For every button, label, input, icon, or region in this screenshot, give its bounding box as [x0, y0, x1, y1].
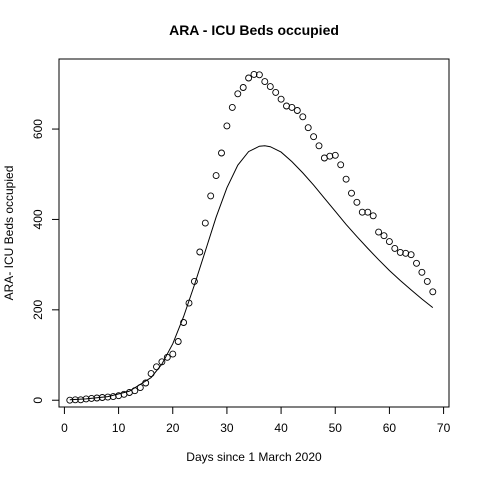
observed-points [66, 70, 437, 404]
data-point [207, 192, 215, 200]
data-point [380, 232, 388, 240]
x-axis-label: Days since 1 March 2020 [186, 450, 322, 464]
data-point [277, 95, 285, 103]
y-tick-label: 400 [31, 209, 45, 229]
data-point [136, 384, 144, 392]
data-point [272, 88, 280, 96]
data-point [353, 198, 361, 206]
data-point [299, 113, 307, 121]
data-point [385, 238, 393, 246]
data-point [413, 259, 420, 267]
data-point [391, 244, 399, 252]
data-point [293, 107, 301, 114]
data-point [331, 151, 339, 159]
data-point [396, 248, 404, 256]
data-point [239, 84, 247, 91]
y-axis-label: ARA- ICU Beds occupied [2, 166, 16, 301]
data-point [348, 189, 355, 197]
data-point [93, 394, 101, 402]
data-point [423, 277, 431, 285]
chart-title: ARA - ICU Beds occupied [169, 22, 339, 38]
data-point [212, 172, 220, 180]
data-point [169, 350, 177, 358]
data-point [250, 70, 258, 78]
x-axis: 0 10 20 30 40 50 60 70 [61, 406, 451, 435]
data-point [342, 175, 350, 183]
x-tick-label: 60 [383, 421, 397, 435]
data-point [375, 228, 383, 236]
data-point [304, 124, 312, 132]
data-point [288, 103, 296, 111]
x-tick-label: 50 [329, 421, 343, 435]
y-tick-label: 200 [31, 299, 45, 319]
x-tick-label: 0 [61, 421, 68, 435]
data-point [142, 379, 150, 387]
data-point [326, 152, 334, 160]
data-point [163, 353, 171, 361]
data-point [71, 396, 79, 404]
x-tick-label: 70 [437, 421, 451, 435]
data-point [174, 338, 182, 345]
data-point [104, 393, 112, 401]
data-point [66, 396, 74, 404]
data-point [180, 319, 188, 326]
data-point [218, 149, 225, 157]
data-point [407, 251, 415, 259]
data-point [358, 208, 366, 216]
data-point [109, 393, 117, 401]
data-point [364, 208, 372, 216]
data-point [337, 161, 345, 169]
plot-frame [58, 58, 450, 408]
data-point [196, 248, 204, 256]
x-tick-label: 30 [220, 421, 234, 435]
data-point [158, 358, 166, 366]
data-point [228, 103, 236, 111]
data-point [153, 363, 160, 371]
data-point [261, 78, 269, 86]
data-point [147, 370, 155, 378]
x-tick-label: 40 [274, 421, 288, 435]
data-point [131, 387, 139, 395]
data-point [266, 83, 274, 91]
data-point [201, 219, 209, 227]
fitted-curve-line [69, 145, 434, 401]
data-point [77, 396, 85, 404]
y-tick-label: 0 [31, 397, 45, 404]
data-point [418, 268, 426, 276]
x-tick-label: 20 [166, 421, 180, 435]
data-point [223, 122, 231, 130]
x-tick-label: 10 [112, 421, 126, 435]
data-point [429, 288, 437, 296]
data-point [369, 212, 377, 220]
data-point [185, 299, 193, 307]
data-point [255, 71, 263, 79]
data-point [310, 133, 318, 141]
data-point [245, 74, 253, 82]
data-point [315, 142, 323, 150]
data-point [234, 90, 242, 98]
data-point [88, 394, 95, 402]
y-axis: 0 200 400 600 [31, 119, 60, 404]
y-tick-label: 600 [31, 119, 45, 139]
data-point [82, 395, 90, 403]
data-point [190, 277, 198, 285]
data-point [98, 394, 106, 401]
